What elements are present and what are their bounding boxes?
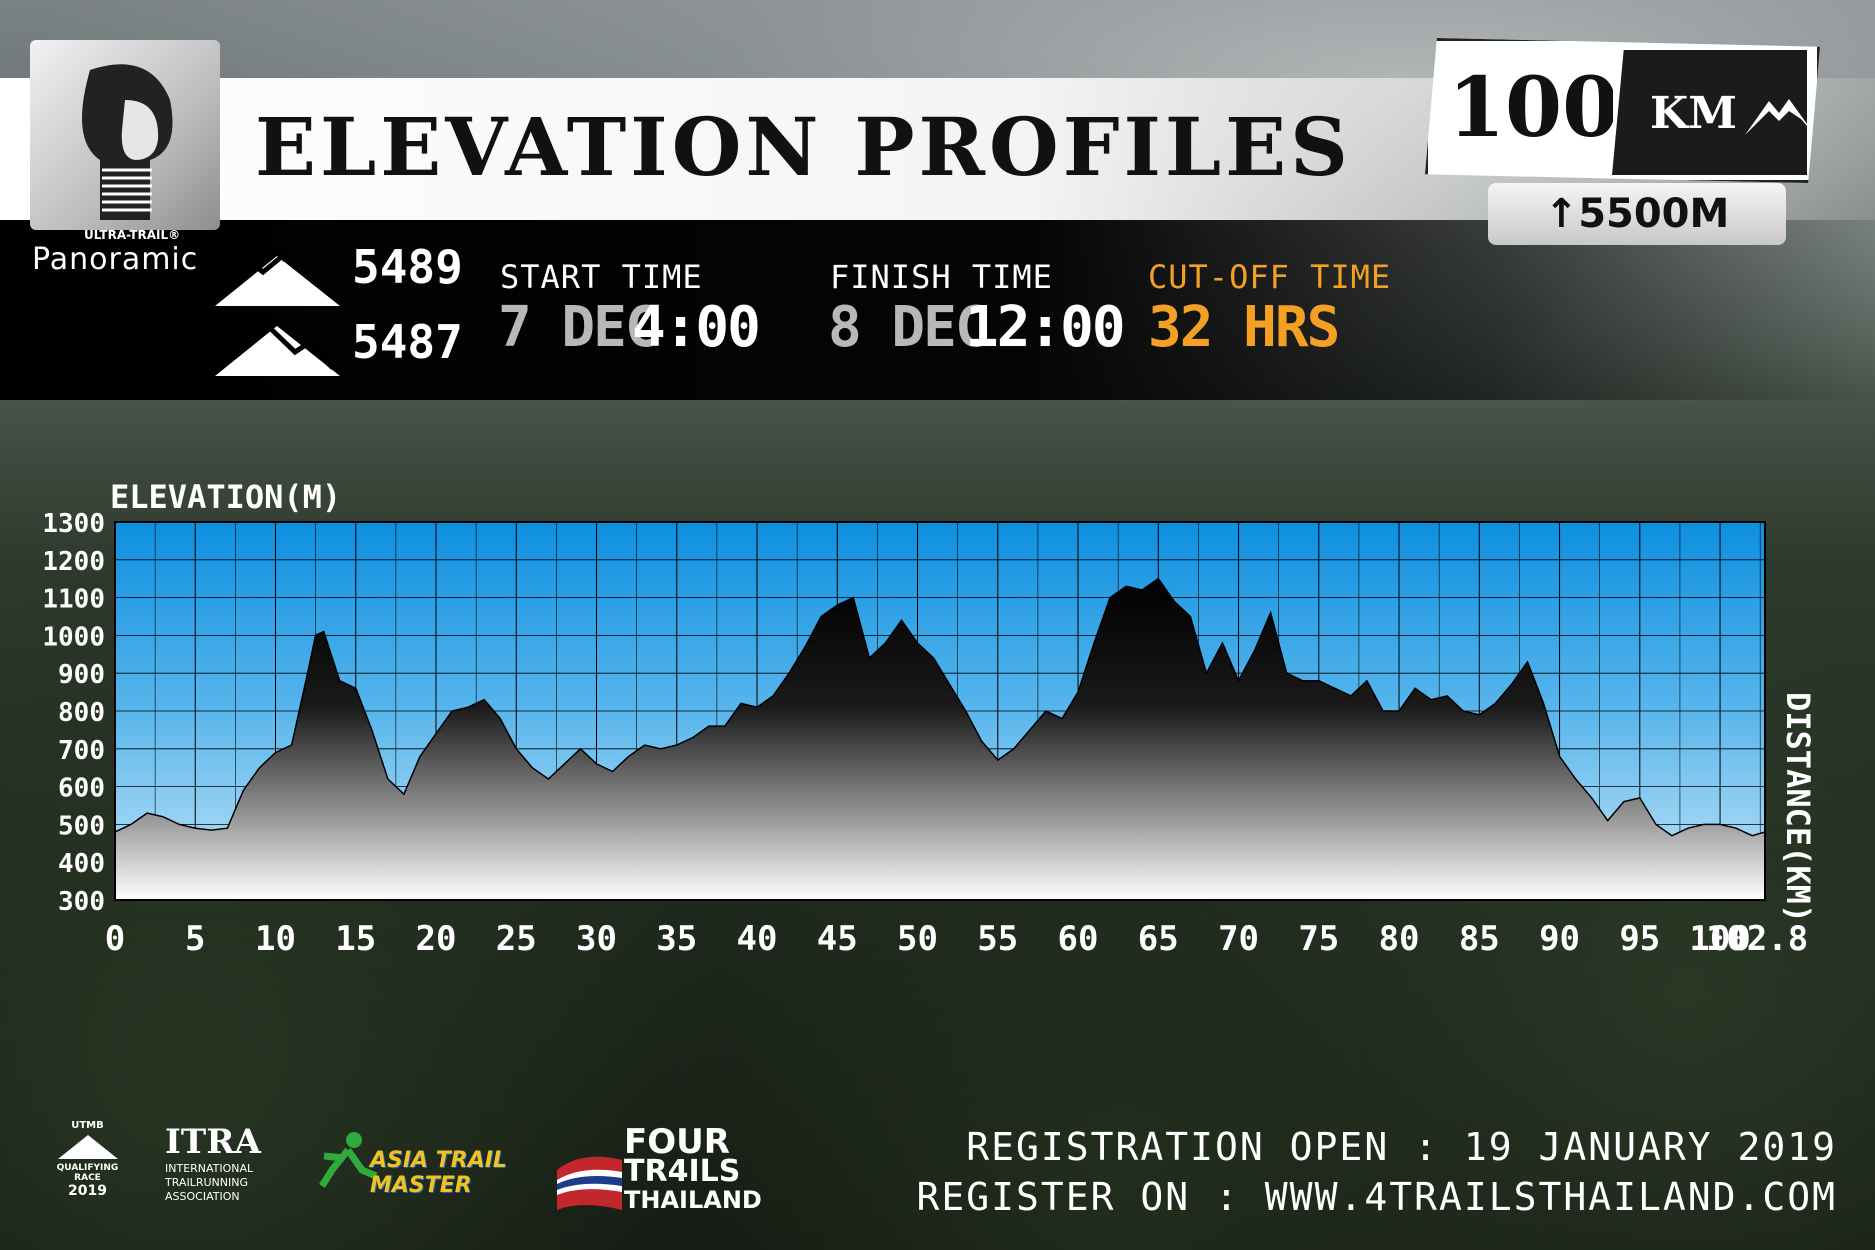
y-tick-label: 400 [58, 849, 105, 879]
up-arrow-icon: ↑ [1544, 191, 1579, 237]
x-axis-ticks: 0 5 10 15 20 25 30 35 40 45 50 55 60 65 70 75 80 85 90 95 10… [105, 919, 1808, 959]
x-tick-label: 75 [1298, 919, 1339, 959]
elevation-area [114, 577, 1766, 901]
x-tick-label: 65 [1138, 919, 1179, 959]
registration-open-text: REGISTRATION OPEN : 19 JANUARY 2019 [966, 1125, 1837, 1169]
x-tick-label: 85 [1459, 919, 1500, 959]
utmb-logo: UTMB QUALIFYING RACE 2019 [50, 1120, 125, 1199]
cutoff-time-label: CUT-OFF TIME [1148, 258, 1392, 296]
register-url-text[interactable]: REGISTER ON : WWW.4TRAILSTHAILAND.COM [916, 1175, 1837, 1219]
utmb-logo-top: UTMB [71, 1120, 104, 1131]
four-trails-thailand-logo: FOUR TR4ILS THAILAND [552, 1125, 812, 1215]
x-tick-label: 100 [1689, 919, 1750, 959]
x-tick-label: 102.8 [1706, 919, 1808, 959]
flag-swoosh-icon [557, 1156, 622, 1210]
x-tick-label: 35 [656, 919, 697, 959]
y-axis-ticks: 300 400 500 600 700 800 900 1000 1100 1200 1300 [42, 509, 105, 917]
itra-logo: ITRA INTERNATIONAL TRAILRUNNING ASSOCIAT… [165, 1122, 315, 1204]
itra-logo-sub: INTERNATIONAL TRAILRUNNING ASSOCIATION [165, 1162, 254, 1203]
x-tick-label: 10 [255, 919, 296, 959]
utmb-logo-sub: QUALIFYING RACE [56, 1163, 119, 1183]
page-title: ELEVATION PROFILES [255, 100, 1352, 194]
x-tick-label: 40 [737, 919, 778, 959]
distance-unit: KM [1650, 88, 1737, 139]
four-trails-line2: TR4ILS [624, 1154, 741, 1189]
brand-name: Panoramic [32, 242, 199, 277]
x-tick-label: 50 [897, 919, 938, 959]
finish-time-label: FINISH TIME [830, 258, 1053, 296]
mountain-peak-icon [1745, 99, 1815, 135]
cutoff-time-value: 32 HRS [1148, 295, 1340, 360]
x-tick-label: 25 [496, 919, 537, 959]
y-tick-label: 600 [58, 774, 105, 804]
x-tick-label: 70 [1218, 919, 1259, 959]
x-tick-label: 20 [416, 919, 457, 959]
x-axis-label: DISTANCE(KM) [1779, 692, 1817, 923]
mountain-descent-icon [215, 326, 340, 376]
y-tick-label: 1000 [42, 622, 105, 652]
asia-trail-master-logo: ASIA TRAIL MASTER [318, 1130, 508, 1198]
elevation-gain-badge: ↑5500M [1488, 183, 1786, 245]
woman-portrait-icon [82, 64, 173, 221]
y-axis-label: ELEVATION(M) [110, 478, 341, 516]
y-tick-label: 900 [58, 660, 105, 690]
itra-logo-name: ITRA [165, 1122, 261, 1162]
x-tick-label: 0 [105, 919, 125, 959]
y-tick-label: 500 [58, 811, 105, 841]
y-tick-label: 300 [58, 887, 105, 917]
total-descent: 5487 [352, 315, 463, 369]
x-tick-label: 55 [977, 919, 1018, 959]
four-trails-line1: FOUR [624, 1122, 730, 1162]
start-date: 7 DEC [498, 295, 659, 360]
mountain-ascent-icon [215, 248, 340, 306]
y-tick-label: 1100 [42, 585, 105, 615]
asia-trail-master-name: ASIA TRAIL MASTER [370, 1148, 507, 1198]
x-tick-label: 80 [1379, 919, 1420, 959]
plot-border [114, 521, 1766, 901]
start-time-value: 4:00 [632, 295, 761, 360]
y-tick-label: 800 [58, 698, 105, 728]
brand-logo [30, 40, 220, 230]
total-ascent: 5489 [352, 240, 463, 294]
y-tick-label: 1200 [42, 547, 105, 577]
x-tick-label: 60 [1058, 919, 1099, 959]
x-tick-label: 15 [335, 919, 376, 959]
four-trails-line3: THAILAND [624, 1186, 762, 1214]
runner-icon [319, 1132, 378, 1188]
x-tick-label: 45 [817, 919, 858, 959]
brand-small-label: ULTRA-TRAIL® [84, 228, 181, 242]
x-tick-label: 95 [1619, 919, 1660, 959]
finish-date: 8 DEC [828, 295, 989, 360]
finish-time-value: 12:00 [965, 295, 1126, 360]
x-tick-label: 30 [576, 919, 617, 959]
y-tick-label: 1300 [42, 509, 105, 539]
x-tick-label: 5 [185, 919, 205, 959]
elevation-gain-value: 5500M [1578, 191, 1730, 237]
x-tick-label: 90 [1539, 919, 1580, 959]
start-time-label: START TIME [500, 258, 703, 296]
runner-icon [57, 1135, 118, 1159]
utmb-logo-year: 2019 [68, 1183, 107, 1199]
distance-value: 100 [1448, 60, 1613, 156]
y-tick-label: 700 [58, 736, 105, 766]
elevation-chart: 300 400 500 600 700 800 900 1000 1100 1200 1300 0 5… [42, 478, 1817, 959]
